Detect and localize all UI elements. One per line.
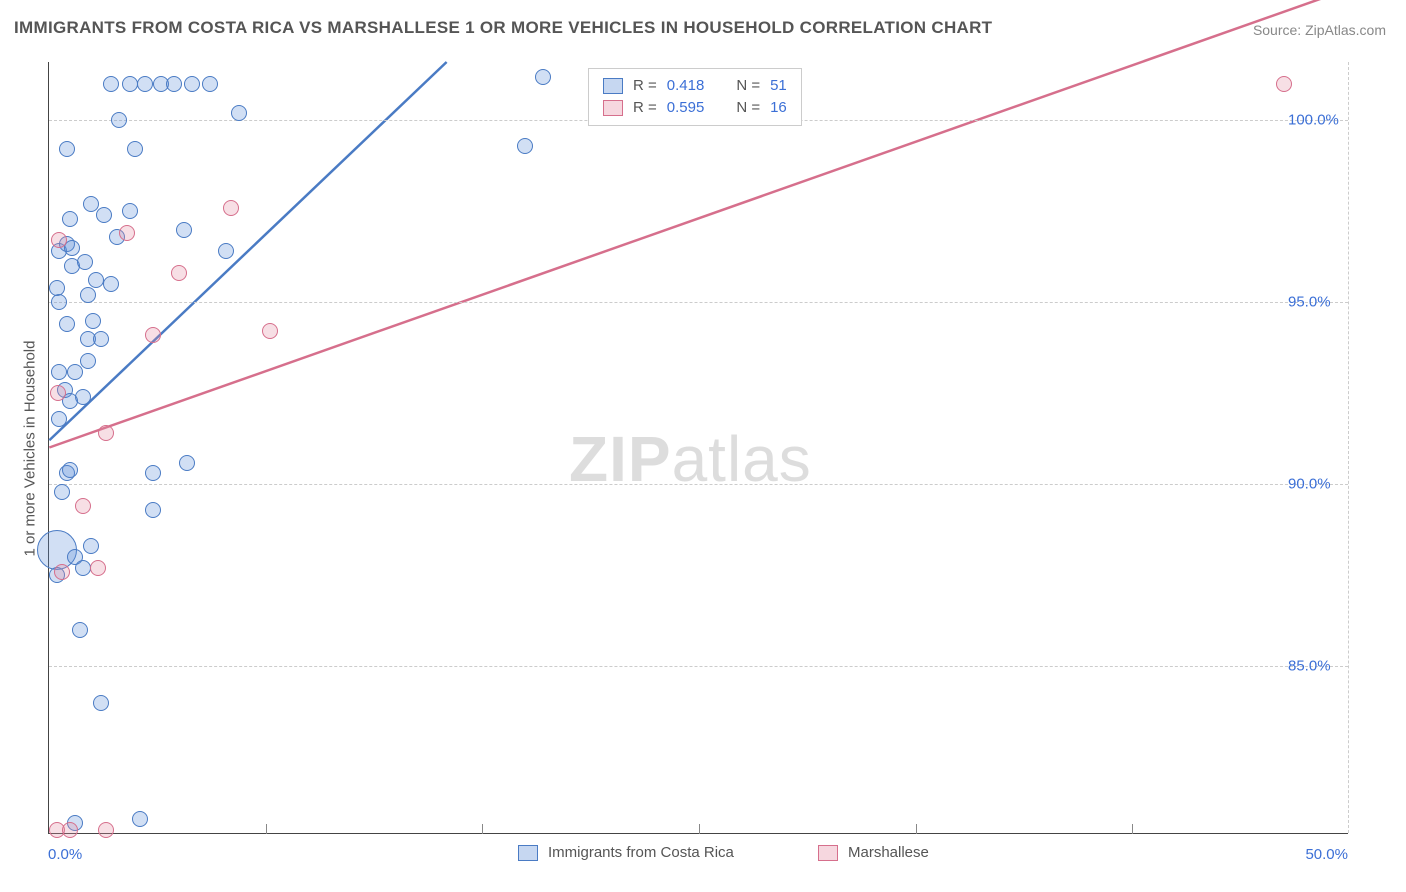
data-point [54, 484, 70, 500]
x-minor-tick [482, 824, 483, 834]
trend-line [49, 62, 446, 440]
data-point [62, 211, 78, 227]
data-point [59, 141, 75, 157]
data-point [80, 353, 96, 369]
data-point [535, 69, 551, 85]
data-point [179, 455, 195, 471]
plot-area: ZIPatlas [48, 62, 1348, 834]
gridline-h [49, 484, 1348, 485]
data-point [59, 316, 75, 332]
data-point [98, 822, 114, 838]
y-tick-label: 100.0% [1288, 112, 1339, 129]
data-point [67, 364, 83, 380]
legend-n-label: N = [736, 75, 760, 97]
correlation-legend: R = 0.418 N = 51 R = 0.595 N = 16 [588, 68, 802, 126]
data-point [122, 76, 138, 92]
data-point [223, 200, 239, 216]
data-point [145, 465, 161, 481]
legend-r-label: R = [633, 75, 657, 97]
data-point [166, 76, 182, 92]
data-point [51, 411, 67, 427]
data-point [231, 105, 247, 121]
legend-n-value: 16 [770, 97, 787, 119]
data-point [127, 141, 143, 157]
legend-swatch [603, 100, 623, 116]
data-point [77, 254, 93, 270]
data-point [83, 538, 99, 554]
data-point [145, 502, 161, 518]
x-tick-label: 0.0% [48, 846, 82, 863]
data-point [1276, 76, 1292, 92]
data-point [111, 112, 127, 128]
series-name: Marshallese [848, 844, 929, 861]
series-legend-item: Immigrants from Costa Rica [518, 844, 734, 861]
legend-swatch [603, 78, 623, 94]
data-point [93, 695, 109, 711]
data-point [62, 822, 78, 838]
data-point [218, 243, 234, 259]
plot-right-border [1348, 62, 1349, 833]
data-point [176, 222, 192, 238]
data-point [51, 232, 67, 248]
data-point [93, 331, 109, 347]
data-point [50, 385, 66, 401]
data-point [54, 564, 70, 580]
legend-swatch [818, 845, 838, 861]
source-link[interactable]: ZipAtlas.com [1305, 22, 1386, 38]
data-point [132, 811, 148, 827]
legend-r-value: 0.418 [667, 75, 705, 97]
series-legend-item: Marshallese [818, 844, 929, 861]
source-attribution: Source: ZipAtlas.com [1253, 22, 1386, 38]
data-point [103, 276, 119, 292]
x-minor-tick [699, 824, 700, 834]
data-point [75, 498, 91, 514]
x-minor-tick [1132, 824, 1133, 834]
legend-r-value: 0.595 [667, 97, 705, 119]
data-point [137, 76, 153, 92]
y-tick-label: 95.0% [1288, 294, 1331, 311]
chart-title: IMMIGRANTS FROM COSTA RICA VS MARSHALLES… [14, 18, 992, 38]
data-point [49, 280, 65, 296]
data-point [184, 76, 200, 92]
data-point [145, 327, 161, 343]
data-point [51, 364, 67, 380]
data-point [262, 323, 278, 339]
data-point [72, 622, 88, 638]
source-prefix: Source: [1253, 22, 1305, 38]
legend-n-value: 51 [770, 75, 787, 97]
y-tick-label: 85.0% [1288, 658, 1331, 675]
data-point [119, 225, 135, 241]
data-point [51, 294, 67, 310]
data-point [96, 207, 112, 223]
x-minor-tick [266, 824, 267, 834]
data-point [88, 272, 104, 288]
series-name: Immigrants from Costa Rica [548, 844, 734, 861]
data-point [122, 203, 138, 219]
legend-row: R = 0.595 N = 16 [603, 97, 787, 119]
data-point [202, 76, 218, 92]
y-tick-label: 90.0% [1288, 476, 1331, 493]
x-tick-label: 50.0% [1305, 846, 1348, 863]
data-point [90, 560, 106, 576]
gridline-h [49, 666, 1348, 667]
trend-lines [49, 62, 1348, 833]
legend-swatch [518, 845, 538, 861]
legend-row: R = 0.418 N = 51 [603, 75, 787, 97]
data-point [98, 425, 114, 441]
y-axis-label: 1 or more Vehicles in Household [22, 340, 39, 556]
legend-r-label: R = [633, 97, 657, 119]
data-point [80, 287, 96, 303]
data-point [171, 265, 187, 281]
legend-n-label: N = [736, 97, 760, 119]
data-point [103, 76, 119, 92]
gridline-h [49, 302, 1348, 303]
x-minor-tick [916, 824, 917, 834]
y-axis-label-container: 1 or more Vehicles in Household [20, 62, 40, 834]
data-point [85, 313, 101, 329]
data-point [62, 462, 78, 478]
data-point [75, 560, 91, 576]
data-point [517, 138, 533, 154]
